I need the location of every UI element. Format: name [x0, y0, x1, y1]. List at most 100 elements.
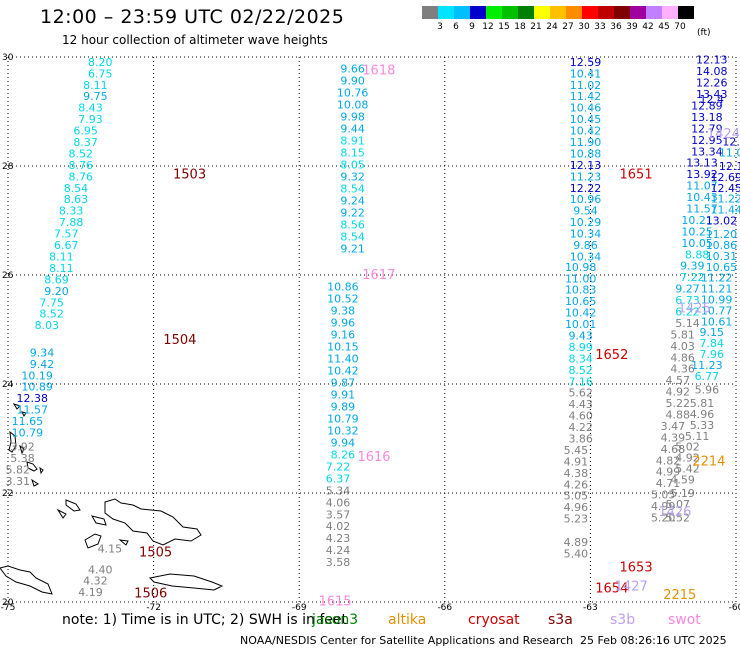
swh-value: 11.40: [327, 352, 359, 365]
pass-time-label: 1505: [139, 545, 172, 560]
swh-value: 5.81: [670, 328, 695, 341]
swh-value: 9.44: [340, 122, 365, 135]
swh-value: 4.39: [661, 431, 686, 444]
legend-label: 15: [498, 22, 510, 32]
swh-value: 10.79: [12, 427, 44, 440]
satellite-swot: swot: [668, 612, 701, 628]
swh-value: 10.96: [570, 193, 602, 206]
swh-value: 4.02: [326, 520, 351, 533]
legend-label: 39: [626, 22, 638, 32]
pass-time-label: 1506: [134, 587, 167, 602]
swh-value: 7.57: [54, 228, 79, 241]
swh-value: 10.34: [570, 250, 602, 263]
swh-value: 10.52: [327, 292, 359, 305]
track-1505: 9.349.4210.1910.8912.3811.5711.6510.793.…: [5, 346, 54, 488]
swh-value: 4.32: [83, 575, 108, 588]
swh-value: 10.45: [570, 113, 602, 126]
swh-value: 4.60: [568, 410, 593, 423]
swh-value: 11.0: [719, 146, 740, 159]
swh-value: 11.65: [12, 415, 44, 428]
swh-value: 8.05: [340, 158, 365, 171]
swh-value: 5.22: [666, 397, 691, 410]
swh-value: 7.22: [680, 271, 705, 284]
swh-value: 4.71: [656, 477, 681, 490]
swh-value: 9.75: [83, 90, 108, 103]
swh-value: 5.14: [675, 317, 700, 330]
swh-value: 4.92: [666, 386, 691, 399]
swh-value: 12.13: [696, 54, 728, 67]
swh-value: 13.34: [691, 145, 723, 158]
swh-value: 9.54: [573, 205, 598, 218]
swh-value: 5.07: [666, 498, 691, 511]
page-title: 12:00 – 23:59 UTC 02/22/2025: [40, 6, 345, 28]
swh-value: 6.22: [675, 306, 700, 319]
swh-value: 13.13: [686, 157, 718, 170]
satellite-cryosat: cryosat: [468, 612, 520, 628]
swh-value: 9.91: [331, 388, 356, 401]
altimeter-tracks: 9.669.9010.7610.089.989.448.918.158.059.…: [5, 54, 740, 599]
swh-value: 4.24: [326, 544, 351, 557]
swh-value: 8.37: [73, 136, 98, 149]
swh-value: 4.40: [88, 563, 113, 576]
pass-time-label: 1426: [658, 505, 691, 520]
lat-tick-label: 22: [2, 489, 13, 499]
swh-value: 3.58: [326, 556, 351, 569]
swh-value: 9.24: [340, 194, 365, 207]
legend-swatch: [630, 6, 646, 19]
swh-value: 5.40: [564, 547, 589, 560]
swh-value: 10.99: [701, 294, 733, 307]
legend-label: 42: [642, 22, 654, 32]
swh-value: 10.61: [701, 315, 733, 328]
pass-time-labels: 1618 1617 1616 1615 1503 1504 1505 1506 1651 1652…: [134, 64, 740, 610]
swh-value: 12.95: [691, 134, 723, 147]
swh-value: 10.86: [706, 239, 738, 252]
pass-time-label: 1427: [615, 580, 648, 595]
swh-value: 6.73: [675, 294, 700, 307]
swh-value: 5.81: [690, 397, 715, 410]
swh-value: 4.57: [666, 374, 691, 387]
lon-tick-label: -66: [437, 603, 452, 613]
swh-value: 8.11: [49, 250, 74, 263]
swh-value: 11.22: [711, 193, 740, 206]
legend-label: 3: [437, 22, 443, 32]
swh-value: 12.38: [17, 392, 49, 405]
legend-swatch: [422, 6, 438, 19]
swh-value: 3.47: [661, 420, 686, 433]
track-1617: 10.8610.529.389.969.1610.1511.4010.429.8…: [327, 280, 359, 461]
swh-value: 9.39: [680, 260, 705, 273]
swh-value: 10.65: [565, 295, 597, 308]
legend-label: 70: [674, 22, 686, 32]
swh-value: 10.34: [570, 228, 602, 241]
swh-value: 12.1: [719, 160, 740, 173]
swh-value: 4.19: [78, 586, 103, 599]
swh-value: 8.76: [69, 159, 94, 172]
swh-value: 6.95: [73, 125, 98, 138]
track-1427: 12.412.11.012.112.6912.4511.2211.4413.02…: [690, 93, 740, 432]
swh-value: 11.90: [570, 136, 602, 149]
legend-swatch: [518, 6, 534, 19]
swh-value: 11.22: [701, 272, 733, 285]
coastline: [0, 403, 224, 595]
legend-label: 33: [594, 22, 606, 32]
legend-label: 30: [578, 22, 590, 32]
swh-value: 5.38: [10, 452, 35, 465]
swh-value: 4.89: [564, 536, 589, 549]
swh-value: 10.42: [570, 125, 602, 138]
legend-label: 45: [658, 22, 670, 32]
swh-value: 4.82: [656, 454, 681, 467]
lat-lon-grid: [7, 56, 737, 603]
satellite-altika: altika: [388, 612, 427, 628]
pass-time-label: 1616: [357, 450, 390, 465]
legend-label: 9: [469, 22, 475, 32]
swh-value: 8.54: [64, 182, 89, 195]
pass-time-label: 1615: [319, 594, 352, 609]
swh-value: 12.45: [711, 182, 740, 195]
swh-value: 11.21: [701, 283, 733, 296]
swh-value: 10.89: [21, 381, 53, 394]
swh-value: 11.57: [17, 404, 49, 417]
swh-value: 12.79: [691, 122, 723, 135]
legend-swatch: [486, 6, 502, 19]
swh-value: 9.21: [340, 242, 365, 255]
swh-value: 4.06: [326, 496, 351, 509]
swh-value: 5.20: [651, 512, 676, 525]
